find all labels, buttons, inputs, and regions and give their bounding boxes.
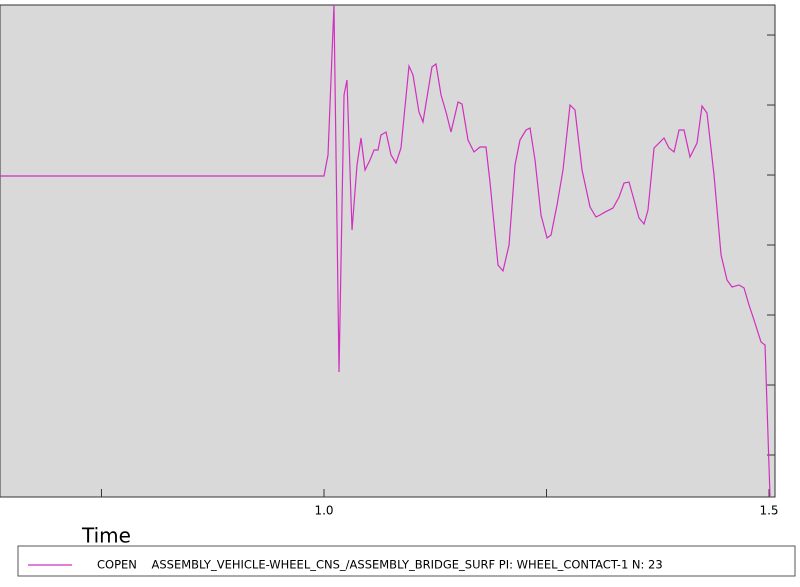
- data-line: [0, 4, 771, 498]
- x-axis-label: Time: [81, 524, 131, 548]
- x-tick-label: 1.0: [314, 504, 333, 518]
- legend: [17, 545, 796, 577]
- legend-label: COPEN ASSEMBLY_VEHICLE-WHEEL_CNS_/ASSEMB…: [97, 558, 663, 572]
- x-tick-label: 1.5: [759, 504, 778, 518]
- plot-area: [0, 4, 776, 498]
